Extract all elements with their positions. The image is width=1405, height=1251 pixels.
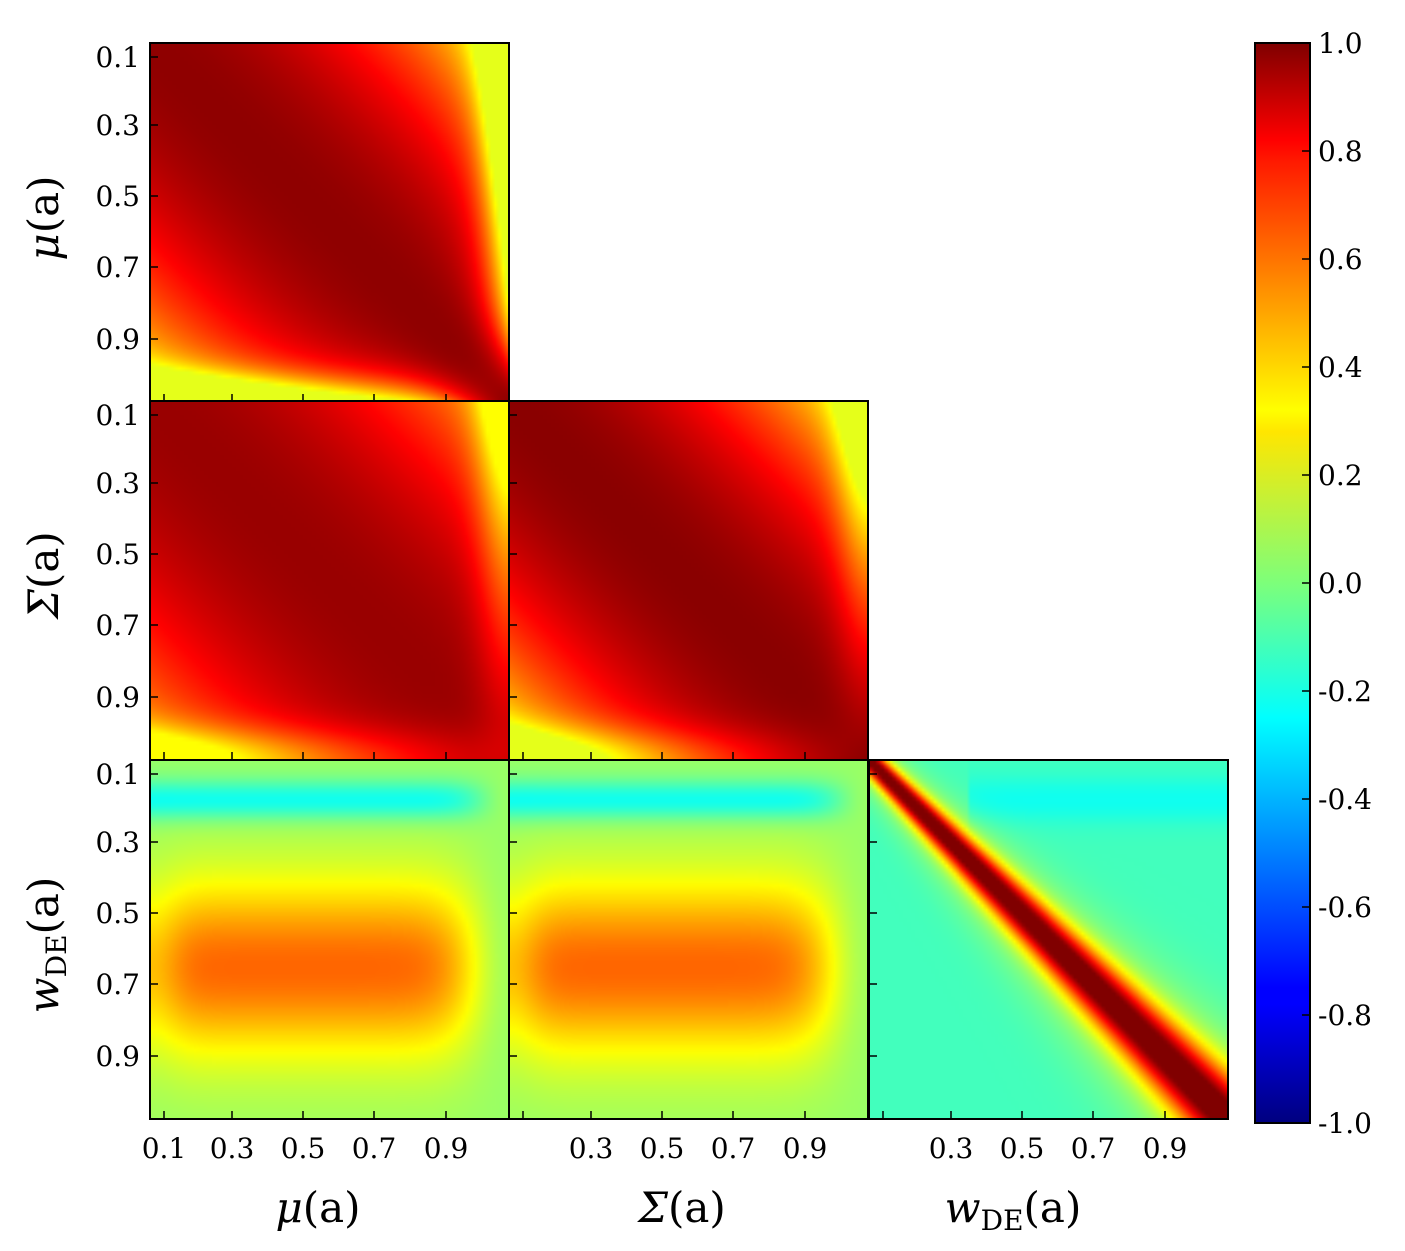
colorbar-tick-label: 0.4 [1318,351,1363,384]
y-tick-label: 0.1 [95,41,140,74]
colorbar-tick-label: -0.2 [1318,675,1372,708]
x-tick-label: 0.5 [1000,1132,1045,1165]
colorbar-tick-label: -1.0 [1318,1107,1372,1140]
x-tick-label: 0.7 [711,1132,756,1165]
heatmap-panel-r0-c0 [150,43,509,402]
colorbar-tick-label: 0.6 [1318,243,1363,276]
x-tick-label: 0.9 [1143,1132,1188,1165]
y-tick-label: 0.7 [95,251,140,284]
heatmap-panel-r1-c0 [150,401,509,760]
y-tick-label: 0.5 [95,180,140,213]
x-tick-label: 0.3 [569,1132,614,1165]
x-tick-label: 0.7 [1071,1132,1116,1165]
x-tick-label: 0.5 [640,1132,685,1165]
y-tick-label: 0.7 [95,968,140,1001]
colorbar-tick-label: -0.6 [1318,891,1372,924]
y-tick-label: 0.9 [95,1040,140,1073]
x-tick-label: 0.1 [142,1132,187,1165]
heatmap-panel-r2-c2 [869,760,1228,1119]
panel-frame [868,759,1229,1120]
heatmap-panels [149,42,1229,1120]
column-axis-title: wDE(a) [945,1183,1082,1237]
x-tick-label: 0.7 [352,1132,397,1165]
row-axis-title: Σ(a) [19,531,68,621]
y-tick-label: 0.3 [95,109,140,142]
y-tick-label: 0.7 [95,609,140,642]
row-axis-title: wDE(a) [19,877,73,1014]
row-axis-title: μ(a) [19,175,68,260]
y-tick-label: 0.5 [95,538,140,571]
colorbar-tick-label: -0.4 [1318,783,1372,816]
x-tick-label: 0.5 [281,1132,326,1165]
y-tick-label: 0.3 [95,826,140,859]
colorbar-tick-label: 0.8 [1318,135,1363,168]
colorbar: 1.0 0.8 0.6 0.4 0.2 0.0 -0.2 -0.4 -0.6 -0.8 -1.0 [1254,27,1372,1140]
colorbar-tick-label: 0.2 [1318,459,1363,492]
y-tick-label: 0.5 [95,897,140,930]
heatmap-panel-r2-c0 [150,760,509,1119]
x-tick-label: 0.3 [210,1132,255,1165]
heatmap-panel-r2-c1 [509,760,868,1119]
heatmap-panel-r1-c1 [509,401,868,760]
x-tick-label: 0.3 [929,1132,974,1165]
colorbar-gradient [1254,42,1311,1124]
y-tick-label: 0.9 [95,681,140,714]
y-tick-label: 0.1 [95,758,140,791]
column-axis-title: μ(a) [275,1183,360,1232]
y-tick-label: 0.9 [95,323,140,356]
y-tick-label: 0.3 [95,467,140,500]
x-tick-label: 0.9 [783,1132,828,1165]
y-tick-label: 0.1 [95,399,140,432]
axes: 0.1 0.3 0.5 0.7 0.9 0.1 0.3 0.5 0.7 0.9 0.1 0.3 0.5 0… [19,41,1187,1237]
x-tick-label: 0.9 [424,1132,469,1165]
colorbar-tick-label: 0.0 [1318,567,1363,600]
colorbar-tick-label: -0.8 [1318,999,1372,1032]
column-axis-title: Σ(a) [636,1183,726,1232]
colorbar-tick-label: 1.0 [1318,27,1363,60]
